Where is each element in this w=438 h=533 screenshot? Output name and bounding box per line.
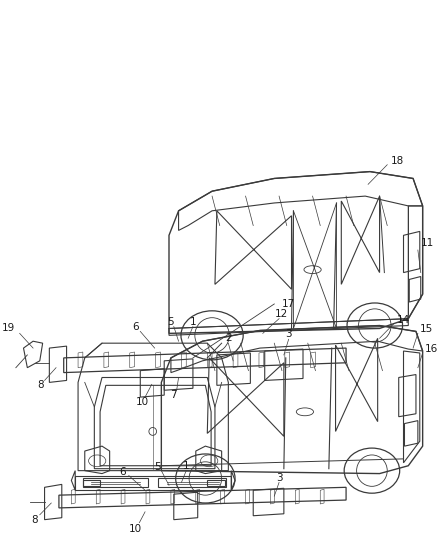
Text: 12: 12 (274, 309, 288, 319)
Text: 7: 7 (170, 390, 177, 400)
Text: 5: 5 (154, 462, 161, 472)
Text: 8: 8 (32, 515, 38, 524)
Text: 1: 1 (190, 317, 196, 327)
Text: 3: 3 (276, 473, 283, 482)
Text: 16: 16 (424, 344, 438, 354)
Text: 17: 17 (282, 299, 295, 309)
Text: 8: 8 (37, 381, 44, 390)
Text: 6: 6 (132, 321, 139, 332)
Text: 10: 10 (129, 524, 142, 533)
Text: 1: 1 (183, 461, 190, 471)
Text: 11: 11 (421, 238, 434, 248)
Text: 14: 14 (397, 314, 410, 325)
Text: 15: 15 (420, 325, 433, 334)
Text: 3: 3 (285, 329, 292, 340)
Text: 19: 19 (2, 324, 15, 334)
Text: 2: 2 (225, 333, 232, 343)
Text: 5: 5 (168, 317, 174, 327)
Text: 18: 18 (391, 156, 404, 166)
Text: 6: 6 (120, 466, 127, 477)
Text: 10: 10 (136, 397, 149, 407)
